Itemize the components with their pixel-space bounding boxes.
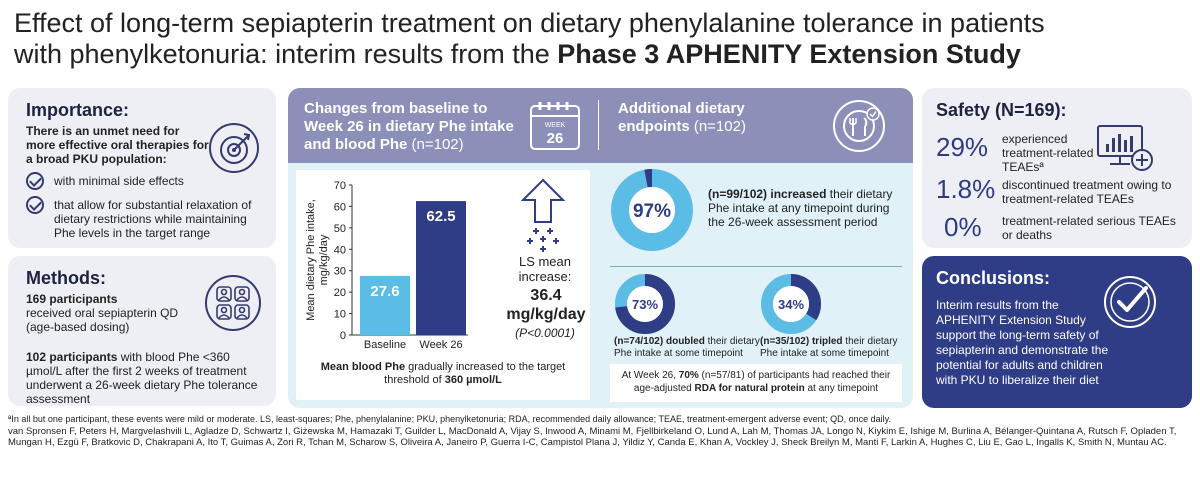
footnote-abbreviations: ªIn all but one participant, these event… xyxy=(8,414,891,424)
y-tick-label: 30 xyxy=(334,266,346,278)
y-tick-label: 60 xyxy=(334,201,346,213)
bar-baseline xyxy=(360,275,410,335)
poster-title: Effect of long-term sepiapterin treatmen… xyxy=(14,8,1189,70)
ls-mean-p-value: (P<0.0001) xyxy=(515,326,575,340)
importance-panel: Importance: There is an unmet need for m… xyxy=(8,88,276,248)
bar-chart-area: 0 10 20 30 40 50 60 70 Mean dietary Phe intake,m… xyxy=(296,170,590,400)
importance-item-1: with minimal side effects xyxy=(54,174,184,188)
safety-pct-1: 29% xyxy=(936,132,989,162)
methods-participants-169: 169 participants received oral sepiapteri… xyxy=(26,292,179,334)
importance-lead: There is an unmet need for more effectiv… xyxy=(26,124,209,166)
calendar-icon: WEEK 26 xyxy=(530,102,580,150)
conclusions-panel: Conclusions: Interim results from the AP… xyxy=(922,256,1192,408)
importance-item-2: that allow for substantial relaxation of… xyxy=(54,198,252,240)
safety-panel: Safety (N=169): 29% experienced treatmen… xyxy=(922,88,1192,248)
safety-pct-3: 0% xyxy=(944,212,982,242)
x-tick-label: Week 26 xyxy=(419,339,462,350)
methods-participants-102: 102 participants with blood Phe <360 µmo… xyxy=(26,350,258,406)
y-tick-label: 50 xyxy=(334,223,346,235)
results-divider xyxy=(598,100,599,150)
bar-chart: 0 10 20 30 40 50 60 70 Mean dietary Phe intake,m… xyxy=(305,180,468,350)
donut-73: 73% xyxy=(615,274,675,334)
y-tick-label: 20 xyxy=(334,287,346,299)
title-line-1: Effect of long-term sepiapterin treatmen… xyxy=(14,8,1045,38)
y-tick-label: 0 xyxy=(340,330,346,342)
results-panel: Changes from baseline to Week 26 in diet… xyxy=(288,88,913,408)
check-icon xyxy=(26,196,44,214)
ls-arrow-icon xyxy=(521,178,565,252)
results-header xyxy=(288,88,913,163)
ls-mean-label: LS mean increase: xyxy=(518,254,572,284)
bar-value-label: 62.5 xyxy=(426,208,455,225)
importance-heading: Importance: xyxy=(26,100,130,120)
blood-phe-note: Mean blood Phe gradually increased to th… xyxy=(320,361,566,386)
donut-34: 34% xyxy=(761,274,821,334)
additional-divider xyxy=(610,266,902,267)
changes-heading: Changes from baseline to Week 26 in diet… xyxy=(304,100,514,153)
rda-box: At Week 26, 70% (n=57/81) of participant… xyxy=(610,364,902,402)
bar-value-label: 27.6 xyxy=(370,283,399,300)
participants-icon xyxy=(205,275,261,331)
check-icon xyxy=(26,172,44,190)
donut-34-label: 34% xyxy=(778,297,804,312)
safety-heading: Safety (N=169): xyxy=(936,100,1067,120)
methods-panel: Methods: 169 participants received oral s… xyxy=(8,256,276,406)
calendar-week-number: 26 xyxy=(547,130,564,147)
safety-text-1: experienced treatment-related TEAEsª xyxy=(1002,132,1094,174)
y-tick-label: 10 xyxy=(334,309,346,321)
safety-text-3: treatment-related serious TEAEs or death… xyxy=(1002,214,1176,242)
calendar-week-label: WEEK xyxy=(545,122,566,129)
safety-text-2: discontinued treatment owing to treatmen… xyxy=(1002,178,1172,206)
y-tick-label: 70 xyxy=(334,180,346,192)
conclusions-heading: Conclusions: xyxy=(936,268,1051,288)
target-icon xyxy=(209,123,259,173)
author-list: van Spronsen F, Peters H, Margvelashvili… xyxy=(8,426,1177,448)
methods-heading: Methods: xyxy=(26,268,106,288)
title-line-2: with phenylketonuria: interim results fr… xyxy=(14,39,1021,69)
doubled-intake-text: (n=74/102) doubled their dietary Phe int… xyxy=(614,336,760,359)
x-tick-label: Baseline xyxy=(364,339,406,350)
tripled-intake-text: (n=35/102) tripled their dietary Phe int… xyxy=(760,336,898,359)
donut-73-label: 73% xyxy=(632,297,658,312)
y-axis-label: Mean dietary Phe intake,mg/kg/day xyxy=(305,199,330,321)
monitor-chart-icon xyxy=(1097,125,1153,171)
donut-97-label: 97% xyxy=(633,201,671,222)
y-tick-label: 40 xyxy=(334,244,346,256)
conclusions-text: Interim results from the APHENITY Extens… xyxy=(936,298,1109,387)
donut-97: 97% xyxy=(611,169,693,251)
increased-intake-text: (n=99/102) increased their dietary Phe i… xyxy=(708,187,893,229)
checkmark-circle-icon xyxy=(1104,276,1156,328)
safety-pct-2: 1.8% xyxy=(936,174,996,204)
plate-cutlery-icon xyxy=(833,100,885,152)
ls-mean-value: 36.4 mg/kg/day xyxy=(506,287,586,323)
additional-heading: Additional dietary endpoints (n=102) xyxy=(618,100,746,135)
bar-week-26 xyxy=(416,201,466,335)
